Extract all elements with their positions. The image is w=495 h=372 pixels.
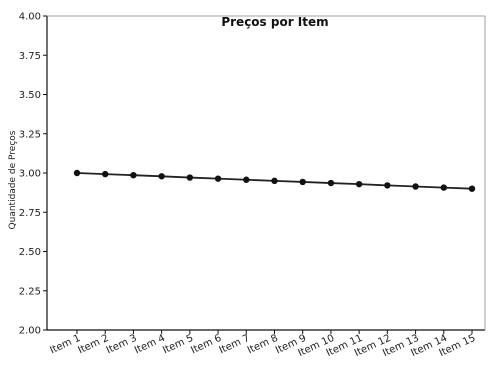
data-point xyxy=(158,173,165,180)
y-tick-label: 3.50 xyxy=(19,90,41,101)
y-tick-label: 3.25 xyxy=(19,129,41,140)
x-tick-label: Item 1 xyxy=(48,333,82,357)
y-tick-label: 4.00 xyxy=(19,12,41,23)
data-point xyxy=(186,174,194,181)
data-point xyxy=(468,185,476,192)
data-point xyxy=(243,176,250,183)
x-tick-label: Item 4 xyxy=(133,333,167,357)
y-tick-label: 2.50 xyxy=(19,247,41,258)
data-point xyxy=(130,171,137,179)
y-tick-label: 2.75 xyxy=(19,208,41,219)
data-point xyxy=(440,184,447,191)
chart-title: Preços por Item xyxy=(221,15,328,29)
series-layer xyxy=(73,169,476,192)
x-tick-label: Item 5 xyxy=(161,333,195,357)
y-tick-label: 3.00 xyxy=(19,169,41,180)
data-point xyxy=(102,170,109,178)
data-point xyxy=(355,180,363,188)
data-point xyxy=(384,182,391,189)
data-point xyxy=(271,177,278,185)
data-point xyxy=(412,183,419,190)
y-ticks: 2.00 2.25 2.50 2.75 3.00 3.25 3.50 3.75 4.00 xyxy=(19,12,47,337)
y-axis-label: Quantidade de Preços xyxy=(8,130,18,229)
data-point xyxy=(299,178,306,186)
x-tick-label: Item 3 xyxy=(105,333,139,357)
data-point xyxy=(214,175,222,182)
y-tick-label: 2.00 xyxy=(19,326,41,337)
x-tick-label: Item 8 xyxy=(246,333,280,357)
y-tick-label: 2.25 xyxy=(19,286,41,297)
x-tick-label: Item 2 xyxy=(77,333,111,357)
x-tick-label: Item 6 xyxy=(189,333,223,357)
x-tick-label: Item 7 xyxy=(218,333,252,357)
y-tick-label: 3.75 xyxy=(19,51,41,62)
data-point xyxy=(327,179,335,187)
data-point xyxy=(73,169,81,177)
